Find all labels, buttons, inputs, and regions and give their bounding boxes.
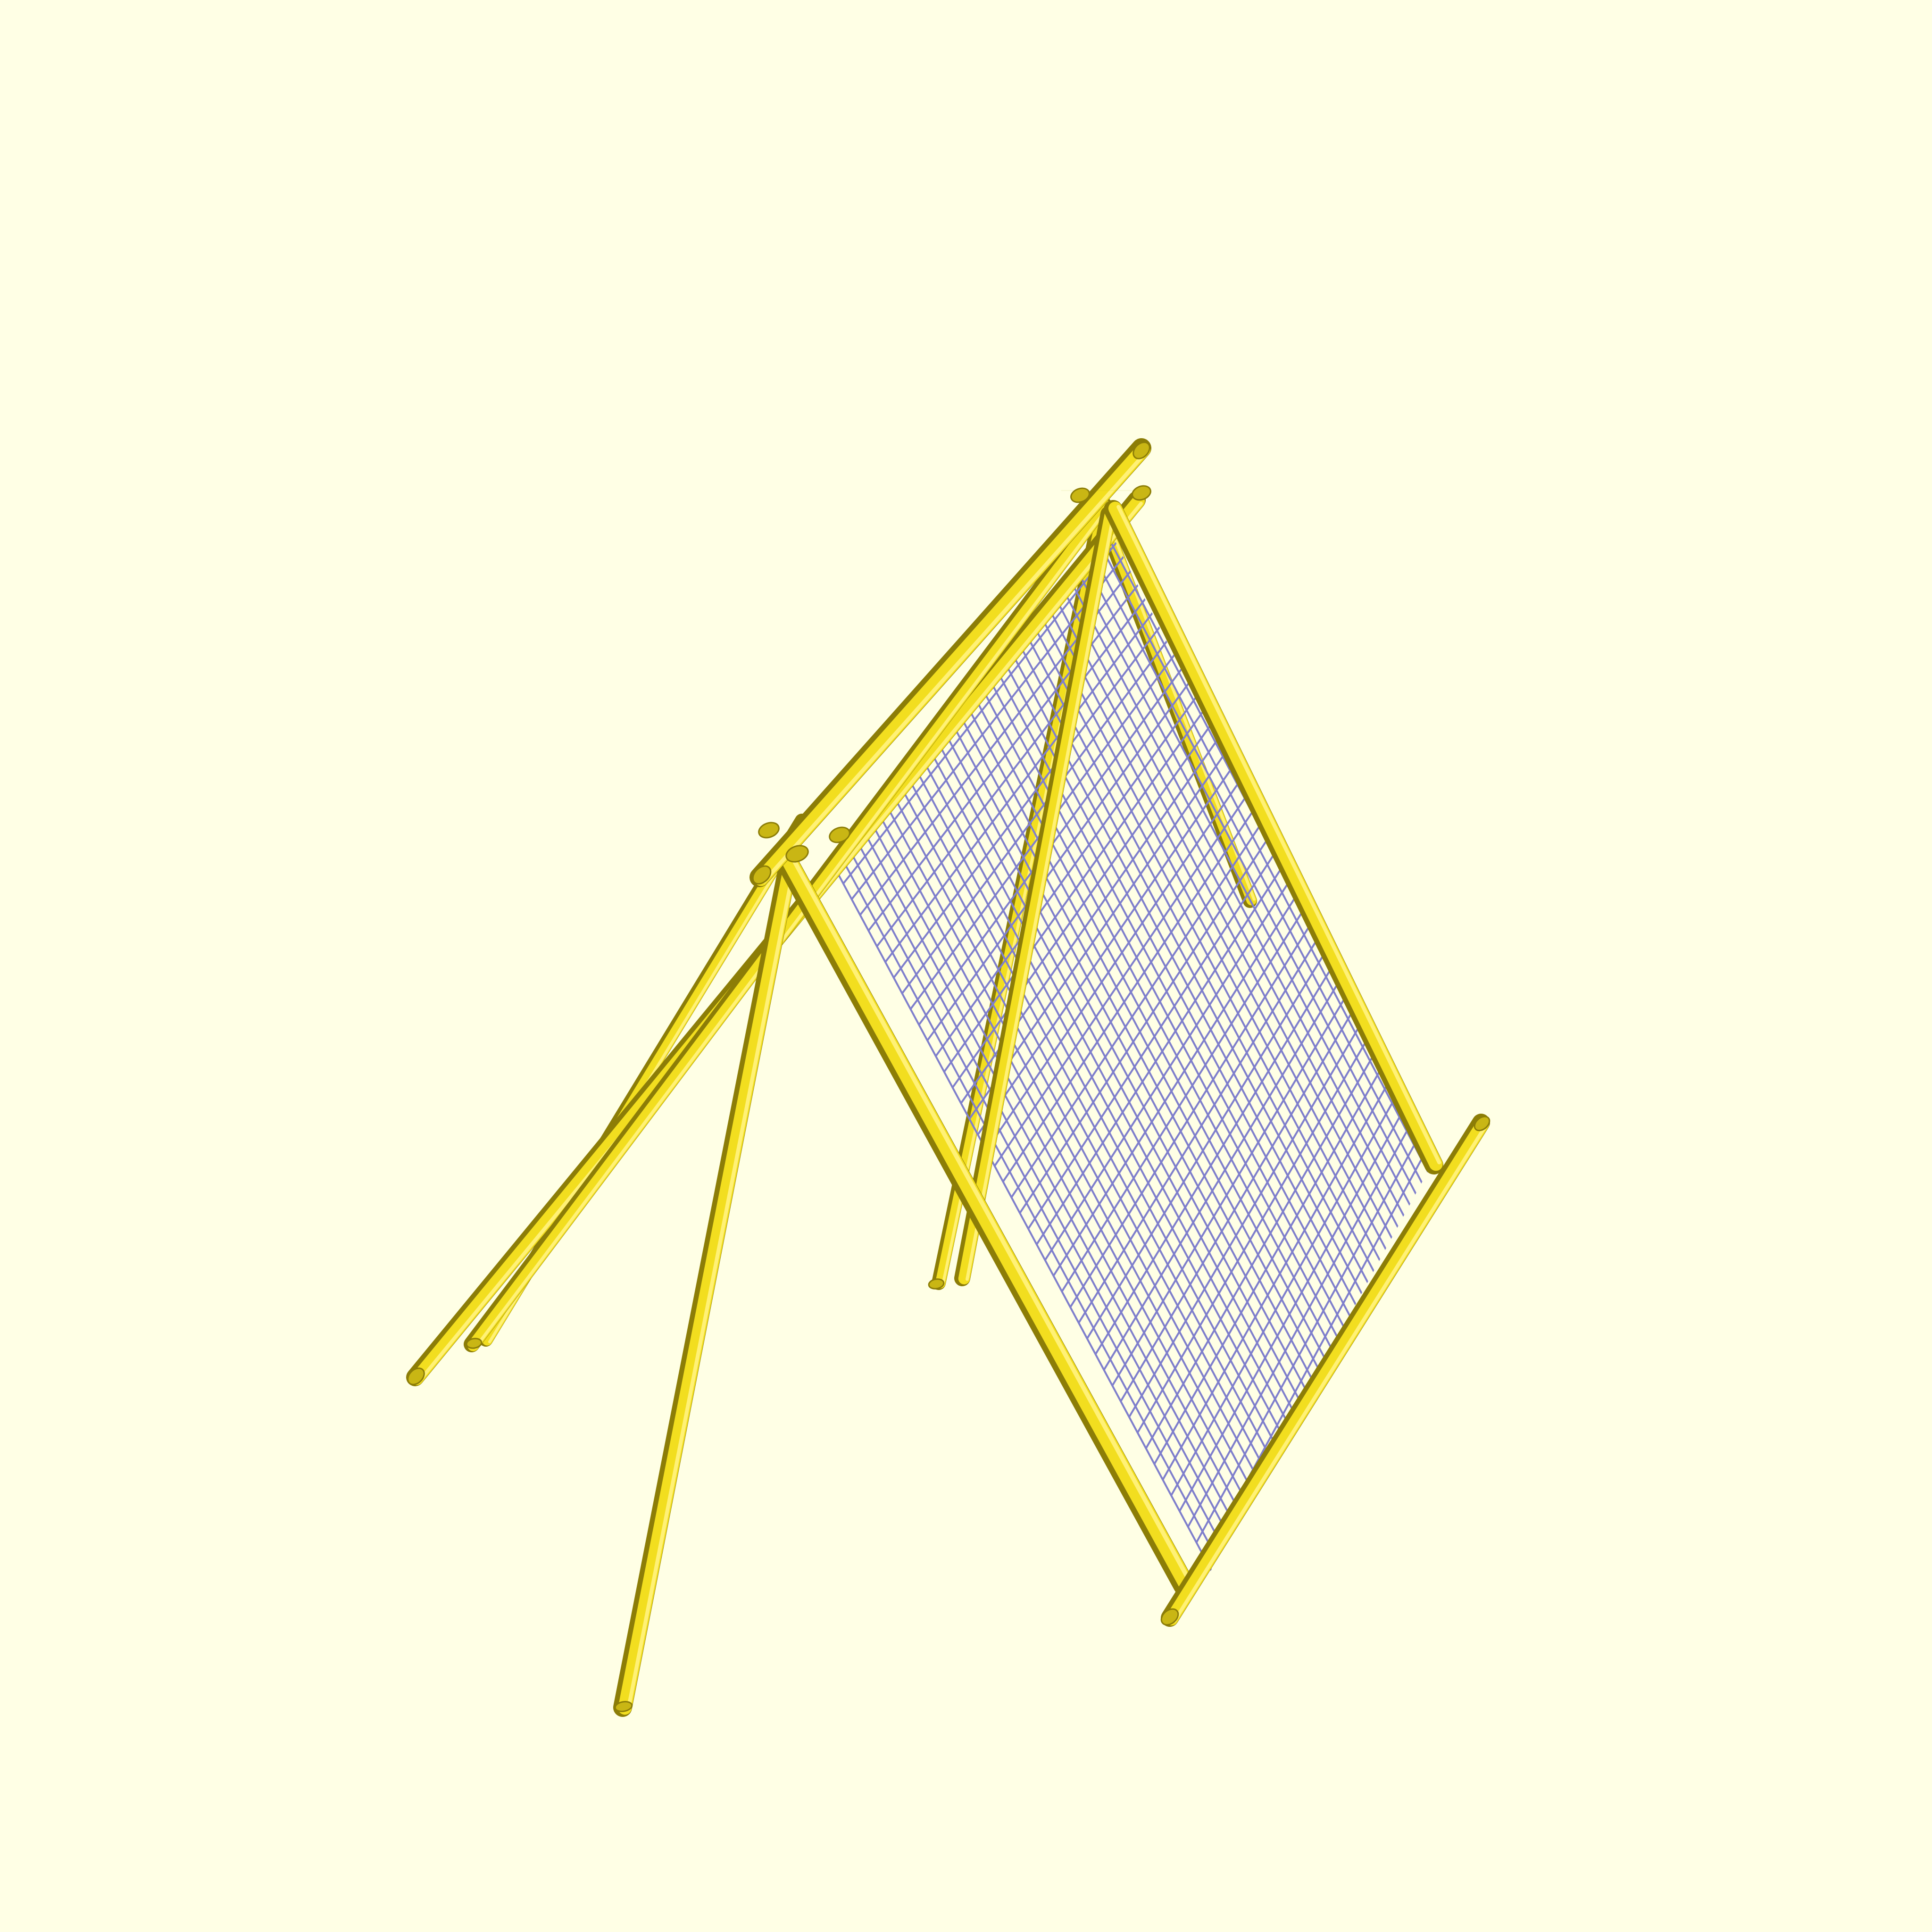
mesh-strand — [1162, 1067, 1398, 1481]
mesh-strand — [1128, 1011, 1369, 1418]
pole-foot-cap — [928, 1278, 945, 1290]
mesh-strand — [1019, 830, 1274, 1214]
mesh-strand — [1103, 969, 1347, 1371]
mesh-strand — [1010, 816, 1267, 1198]
mesh-strand — [1153, 1053, 1391, 1465]
mesh-strand — [968, 746, 1231, 1120]
joint-cap — [829, 826, 850, 843]
mesh-strand — [977, 760, 1238, 1135]
mesh-strand — [1120, 997, 1362, 1402]
mesh-strand — [1094, 955, 1340, 1355]
front-poles — [406, 438, 1490, 1717]
mesh-strand — [1195, 1123, 1427, 1543]
mesh-strand — [901, 634, 1173, 994]
mesh-strand — [926, 676, 1194, 1041]
joint-cap — [758, 822, 780, 839]
mesh-strand — [1052, 885, 1303, 1276]
front-left-leg — [613, 858, 797, 1717]
mesh-strand — [1002, 802, 1260, 1183]
mesh-strand — [951, 718, 1216, 1088]
mesh-strand — [1086, 941, 1332, 1339]
mesh-strand — [1027, 843, 1282, 1230]
diagonal-brace — [954, 506, 1116, 1286]
mesh-strand — [994, 788, 1252, 1167]
front-right-leg — [777, 852, 1195, 1596]
pole-foot-cap — [614, 1701, 633, 1712]
mesh-strand — [1036, 858, 1289, 1245]
mesh-strand — [851, 550, 1129, 900]
pole-foot-cap — [1160, 1608, 1179, 1626]
ridge-pole — [749, 438, 1151, 887]
mesh-strand — [884, 607, 1158, 963]
mesh-strand — [1078, 927, 1325, 1324]
mesh-strand — [876, 592, 1150, 947]
joint-cap — [785, 845, 809, 863]
mesh-strand — [867, 579, 1143, 932]
mesh-strand — [893, 620, 1165, 979]
joint-cap — [1070, 487, 1090, 503]
pole-end-caps — [407, 441, 1491, 1712]
ridge-pole-cap-bottom — [752, 865, 772, 885]
pole-foot-cap — [1474, 1116, 1491, 1132]
mesh-strand — [1061, 899, 1311, 1292]
right-mesh-panel — [834, 523, 1434, 1590]
mesh-strand — [1137, 1025, 1376, 1433]
front-left-inner-leg — [464, 497, 1112, 1352]
right-frame-top-rail — [1104, 500, 1443, 1174]
mesh-strand — [1170, 1081, 1406, 1496]
mesh-strand — [1069, 913, 1318, 1308]
mesh-strand — [943, 704, 1209, 1073]
mesh-strand — [985, 774, 1245, 1151]
joint-cap — [1132, 485, 1151, 501]
mesh-strand — [1187, 1108, 1420, 1527]
mesh-strand — [935, 690, 1201, 1057]
ground-rail — [1161, 1114, 1490, 1627]
mesh-strand — [1145, 1039, 1383, 1449]
pole-foot-cap — [407, 1367, 425, 1385]
mesh-strand — [1111, 983, 1355, 1386]
mesh-strand — [1179, 1095, 1413, 1512]
mesh-strand — [1044, 872, 1296, 1261]
pole-foot-cap — [466, 1338, 483, 1349]
ridge-pole-cap-top — [1133, 441, 1150, 459]
rear-poles — [479, 502, 1257, 1347]
mesh-strand — [842, 537, 1121, 884]
